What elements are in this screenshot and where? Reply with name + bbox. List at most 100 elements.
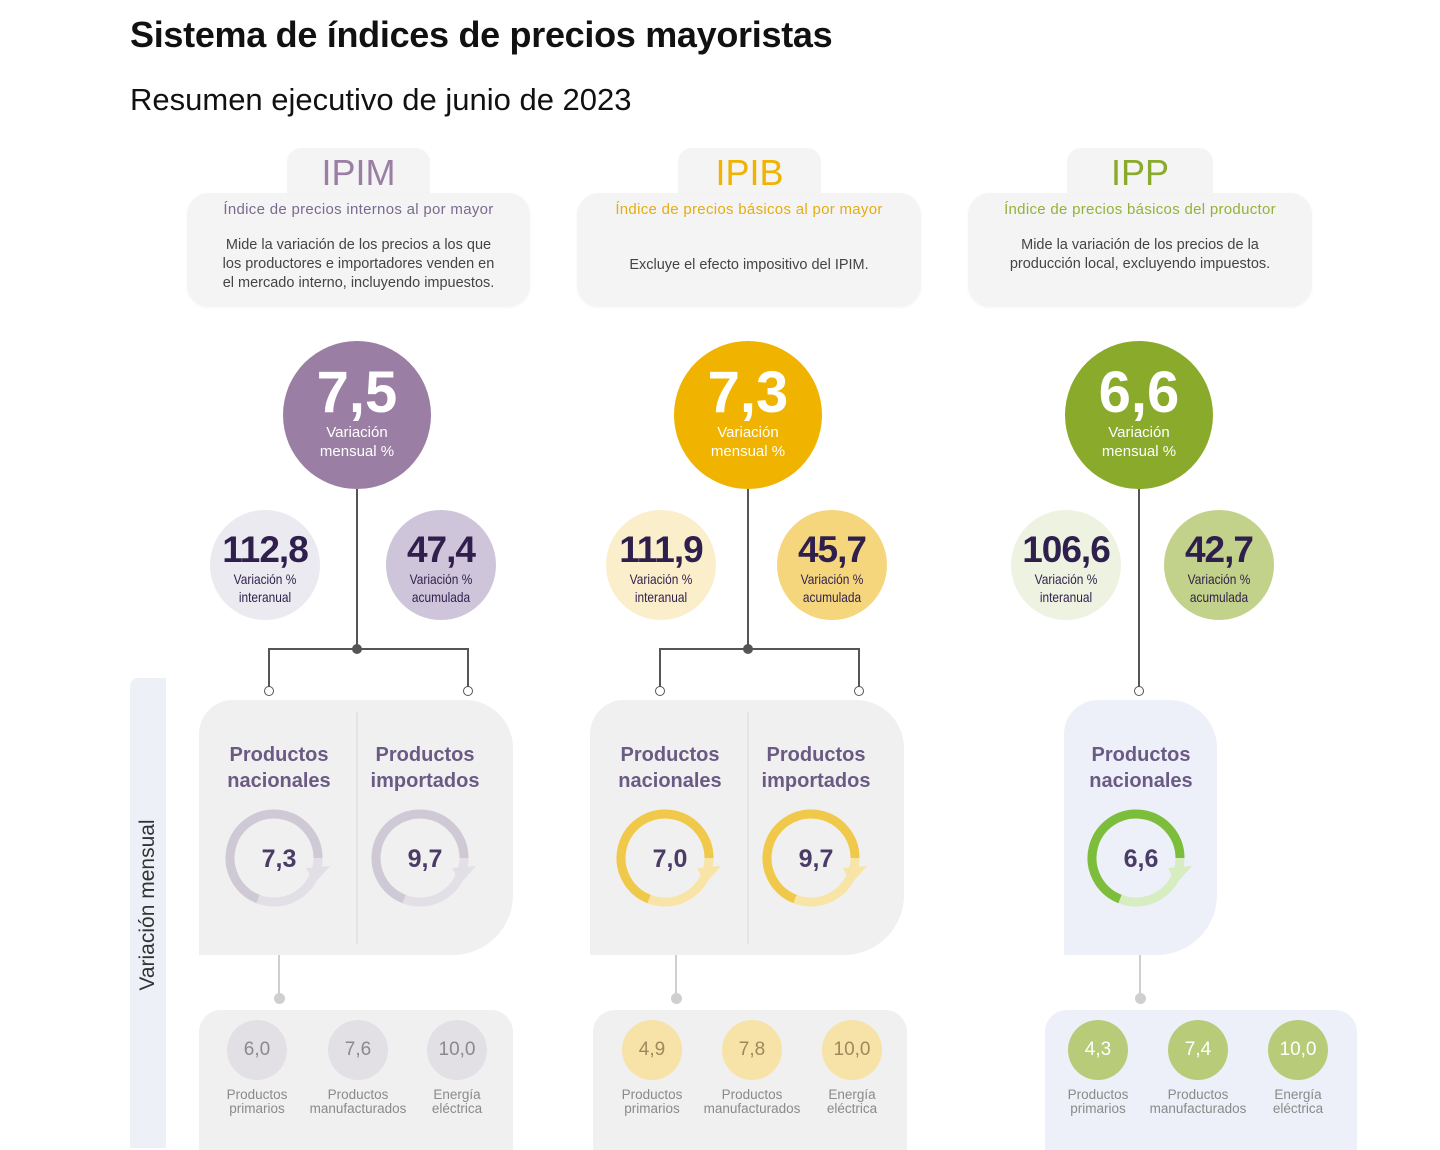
accumulated-variation-value: 42,7 [1184,529,1254,570]
connector-end-node [1134,686,1144,696]
index-column-ipp: IPP Índice de precios básicos del product… [939,0,1359,1150]
accumulated-variation-circle: 47,4 Variación % acumulada [386,510,496,620]
breakdown-label: Energía eléctrica [397,1088,517,1116]
connector-end-node [854,686,864,696]
accumulated-variation-label: Variación % [409,571,473,587]
index-description: Mide la variación de los precios de la pr… [968,236,1312,274]
breakdown-label-line: Productos [327,1087,389,1102]
index-column-ipib: IPIB Índice de precios básicos al por may… [548,0,968,1150]
breakdown-label-line: primarios [229,1101,285,1116]
monthly-variation-value: 7,3 [707,360,789,425]
product-monthly-value: 7,3 [261,845,297,873]
product-title-line: Productos [620,744,720,766]
monthly-variation-label: Variación [1108,424,1170,441]
breakdown-value-circle: 7,6 [328,1020,388,1080]
monthly-variation-circle: 6,6 Variación mensual % [1065,341,1213,489]
connector-drop-line [858,648,860,688]
circular-arrow-icon [224,808,334,908]
interannual-variation-circle: 112,8 Variación % interanual [210,510,320,620]
description-line: producción local, excluyendo impuestos. [1009,256,1271,272]
breakdown-connector-dot [1134,993,1146,1004]
breakdown-connector-line [675,955,677,997]
accumulated-variation-label: Variación % [800,571,864,587]
breakdown-connector-dot [670,993,682,1004]
connector-line [1138,489,1140,688]
product-title-line: Productos [766,744,866,766]
product-title-line: Productos [375,744,475,766]
index-full-name: Índice de precios internos al por mayor [223,201,494,218]
product-title: Productos nacionales [600,742,740,794]
connector-drop-line [268,648,270,688]
breakdown-value-circle: 4,9 [622,1020,682,1080]
breakdown-label-line: Productos [226,1087,288,1102]
product-title-line: nacionales [618,770,722,792]
breakdown-label-line: Productos [721,1087,783,1102]
page-title: Sistema de índices de precios mayoristas [130,14,833,55]
accumulated-variation-label: acumulada [1189,589,1249,605]
description-line: Excluye el efecto impositivo del IPIM. [629,257,869,273]
breakdown-label-line: Productos [621,1087,683,1102]
connector-end-node [264,686,274,696]
breakdown-label: Energía eléctrica [792,1088,912,1116]
index-description-card: Índice de precios internos al por mayor M… [187,193,530,307]
interannual-variation-value: 111,9 [619,529,704,570]
breakdown-label-line: eléctrica [826,1101,878,1116]
breakdown-value-circle: 7,4 [1168,1020,1228,1080]
product-monthly-value: 6,6 [1123,845,1159,873]
connector-line [747,489,749,649]
circular-arrow-icon [615,808,725,908]
index-description: Mide la variación de los precios a los q… [187,236,530,293]
product-title: Productos nacionales [1071,742,1211,794]
connector-line [356,489,358,649]
product-monthly-value: 9,7 [407,845,443,873]
monthly-variation-circle: 7,5 Variación mensual % [283,341,431,489]
products-divider [356,712,358,944]
monthly-variation-value: 6,6 [1098,360,1180,425]
connector-branch-line [659,648,859,650]
breakdown-label: Productos primarios [592,1088,712,1116]
interannual-variation-label: interanual [634,589,688,605]
accumulated-variation-value: 47,4 [406,529,476,570]
monthly-variation-circle: 7,3 Variación mensual % [674,341,822,489]
description-line: Mide la variación de los precios a los q… [225,237,492,253]
breakdown-label-line: Energía [433,1087,481,1102]
breakdown-value-circle: 10,0 [822,1020,882,1080]
monthly-variation-label: mensual % [1101,443,1177,460]
breakdown-value-circle: 10,0 [1268,1020,1328,1080]
breakdown-label-line: manufacturados [309,1101,407,1116]
product-title-line: nacionales [227,770,331,792]
description-line: el mercado interno, incluyendo impuestos… [222,275,495,291]
breakdown-connector-line [278,955,280,997]
breakdown-label-line: Productos [1167,1087,1229,1102]
breakdown-value-circle: 4,3 [1068,1020,1128,1080]
product-monthly-value: 9,7 [798,845,834,873]
circular-arrow-icon [370,808,480,908]
breakdown-connector-dot [273,993,285,1004]
interannual-variation-label: interanual [238,589,292,605]
description-line: los productores e importadores venden en [222,256,495,272]
breakdown-label-line: eléctrica [431,1101,483,1116]
monthly-variation-label: mensual % [319,443,395,460]
index-column-ipim: IPIM Índice de precios internos al por ma… [157,0,577,1150]
connector-end-node [655,686,665,696]
index-description-card: Índice de precios básicos del productor M… [968,193,1312,307]
product-title-line: Productos [229,744,329,766]
page-subtitle: Resumen ejecutivo de junio de 2023 [130,82,632,117]
circular-arrow-icon [761,808,871,908]
breakdown-value-circle: 10,0 [427,1020,487,1080]
breakdown-label-line: manufacturados [703,1101,801,1116]
breakdown-label-line: Energía [828,1087,876,1102]
product-title: Productos nacionales [209,742,349,794]
product-title: Productos importados [746,742,886,794]
breakdown-label-line: manufacturados [1149,1101,1247,1116]
breakdown-label: Productos primarios [197,1088,317,1116]
monthly-variation-label: Variación [326,424,388,441]
breakdown-label: Energía eléctrica [1238,1088,1358,1116]
connector-end-node [463,686,473,696]
breakdown-label: Productos primarios [1038,1088,1158,1116]
index-description-card: Índice de precios básicos al por mayor Ex… [577,193,921,307]
products-box [1064,700,1217,955]
index-full-name: Índice de precios básicos al por mayor [615,201,883,218]
breakdown-label-line: eléctrica [1272,1101,1324,1116]
monthly-variation-value: 7,5 [316,360,398,425]
